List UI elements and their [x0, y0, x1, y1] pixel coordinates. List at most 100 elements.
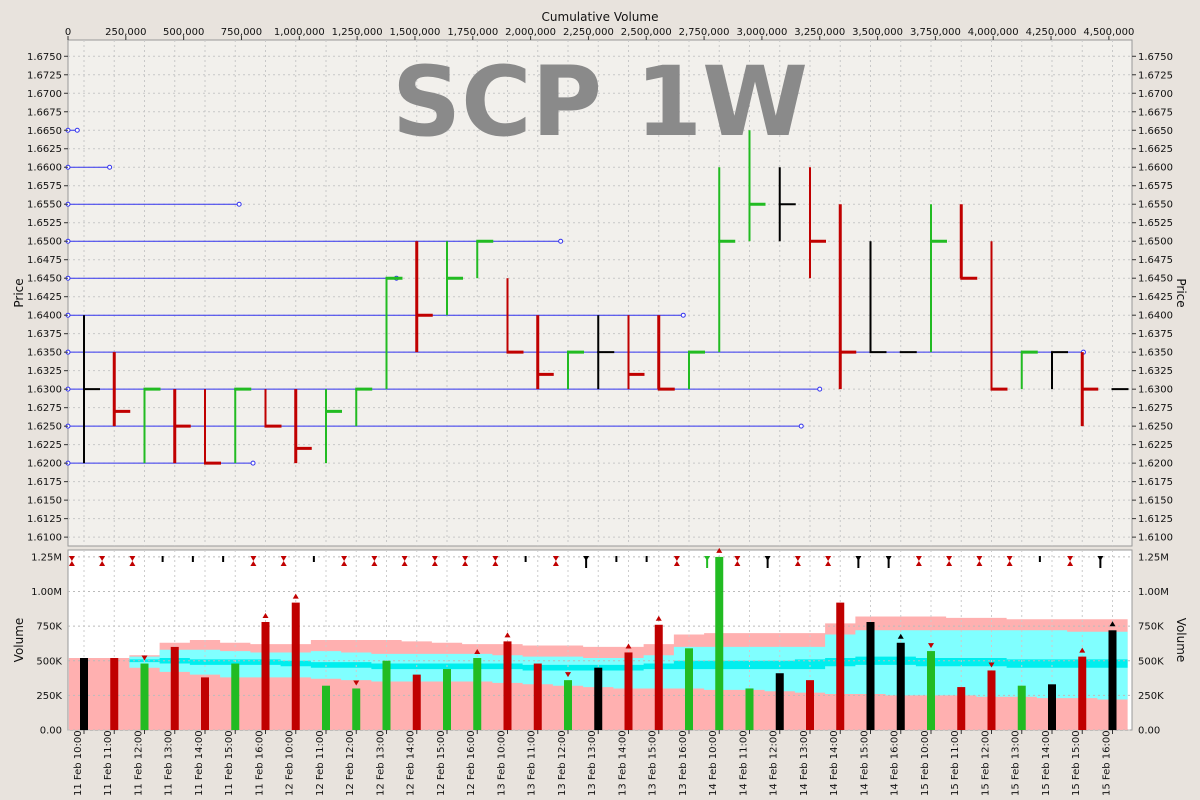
signal-marker [462, 561, 469, 566]
volume-marker [625, 643, 632, 649]
volume-bar [412, 674, 421, 730]
price-tick-label: 1.6650 [1138, 126, 1173, 137]
volume-tick-label: 250K [1138, 691, 1164, 702]
volume-axis-title-right: Volume [1174, 618, 1188, 663]
volume-bar [140, 663, 149, 730]
volume-marker [141, 655, 148, 661]
price-tick-label: 1.6300 [27, 385, 62, 396]
price-tick-label: 1.6600 [27, 163, 62, 174]
price-tick-label: 1.6100 [1138, 533, 1173, 544]
volume-bar [1048, 684, 1056, 730]
price-tick-label: 1.6125 [27, 514, 62, 525]
price-tick-label: 1.6650 [27, 126, 62, 137]
volume-tick-label: 500K [1138, 656, 1164, 667]
volume-level-end [250, 460, 256, 466]
signal-marker [915, 556, 922, 561]
time-tick-label: 13 Feb 14:00 [617, 730, 628, 796]
price-tick-label: 1.6475 [1138, 255, 1173, 266]
time-tick-label: 11 Feb 10:00 [73, 730, 84, 796]
signal-marker [976, 561, 983, 566]
price-axis-title-right: Price [1174, 278, 1188, 307]
price-tick-label: 1.6350 [27, 348, 62, 359]
signal-marker [552, 561, 559, 566]
time-tick-label: 12 Feb 12:00 [345, 730, 356, 796]
price-tick-label: 1.6400 [1138, 311, 1173, 322]
signal-marker [825, 561, 832, 566]
price-tick-label: 1.6525 [27, 218, 62, 229]
price-tick-label: 1.6125 [1138, 514, 1173, 525]
price-tick-label: 1.6475 [27, 255, 62, 266]
signal-marker [250, 556, 257, 561]
price-tick-label: 1.6150 [1138, 496, 1173, 507]
volume-marker [292, 593, 299, 599]
price-tick-label: 1.6700 [27, 89, 62, 100]
cumvol-tick-label: 3,250,000 [794, 27, 845, 38]
signal-marker [371, 556, 378, 561]
cumvol-tick-label: 3,000,000 [736, 27, 787, 38]
time-tick-label: 12 Feb 16:00 [466, 730, 477, 796]
time-tick-label: 13 Feb 10:00 [496, 730, 507, 796]
price-tick-label: 1.6750 [1138, 52, 1173, 63]
volume-band-core [68, 656, 1128, 671]
price-tick-label: 1.6500 [1138, 237, 1173, 248]
volume-bar [382, 660, 391, 730]
volume-bar [261, 622, 270, 730]
price-tick-label: 1.6200 [1138, 459, 1173, 470]
signal-marker [673, 556, 680, 561]
price-tick-label: 1.6450 [27, 274, 62, 285]
price-tick-label: 1.6575 [27, 181, 62, 192]
price-tick-label: 1.6625 [1138, 144, 1173, 155]
volume-marker [897, 633, 904, 639]
time-tick-label: 11 Feb 12:00 [133, 730, 144, 796]
volume-marker [262, 613, 269, 618]
price-tick-label: 1.6350 [1138, 348, 1173, 359]
volume-marker [928, 643, 934, 649]
signal-marker [129, 556, 136, 561]
signal-marker [734, 556, 741, 561]
signal-marker [1067, 556, 1074, 561]
time-tick-label: 15 Feb 10:00 [920, 730, 931, 796]
volume-bar [170, 646, 179, 730]
price-tick-label: 1.6675 [27, 107, 62, 118]
cumvol-tick-label: 0 [65, 27, 71, 38]
volume-marker [1079, 647, 1086, 653]
cumvol-tick-label: 3,750,000 [910, 27, 961, 38]
cumvol-tick-label: 1,250,000 [332, 27, 383, 38]
volume-bar [715, 556, 724, 730]
price-tick-label: 1.6275 [27, 403, 62, 414]
volume-bar [1108, 630, 1117, 730]
volume-marker [1109, 621, 1116, 627]
volume-tick-label: 0.00 [1138, 726, 1160, 737]
time-tick-label: 14 Feb 12:00 [769, 730, 780, 796]
volume-panel [67, 547, 1133, 731]
volume-level-end [798, 423, 804, 429]
time-tick-label: 15 Feb 11:00 [950, 730, 961, 796]
signal-marker [1006, 556, 1013, 561]
time-tick-label: 13 Feb 13:00 [587, 730, 598, 796]
volume-marker [716, 547, 723, 553]
price-tick-label: 1.6425 [1138, 292, 1173, 303]
signal-marker [401, 556, 408, 561]
time-tick-label: 15 Feb 16:00 [1101, 730, 1112, 796]
cumvol-tick-label: 250,000 [105, 27, 146, 38]
volume-bar [594, 667, 603, 730]
volume-bar [443, 669, 451, 730]
signal-marker [341, 561, 348, 566]
price-tick-label: 1.6175 [27, 477, 62, 488]
time-tick-label: 11 Feb 13:00 [164, 730, 175, 796]
time-tick-label: 12 Feb 15:00 [436, 730, 447, 796]
volume-level-end [107, 164, 113, 170]
volume-bar [352, 688, 361, 730]
volume-tick-label: 750K [36, 622, 62, 633]
top-axis-title: Cumulative Volume [542, 10, 659, 24]
volume-marker [353, 680, 360, 686]
volume-axis-title-left: Volume [12, 618, 26, 663]
signal-marker [825, 556, 832, 561]
price-tick-label: 1.6175 [1138, 477, 1173, 488]
price-tick-label: 1.6225 [27, 440, 62, 451]
signal-marker [99, 561, 106, 566]
price-tick-label: 1.6600 [1138, 163, 1173, 174]
price-tick-label: 1.6700 [1138, 89, 1173, 100]
volume-tick-label: 0.00 [40, 726, 62, 737]
